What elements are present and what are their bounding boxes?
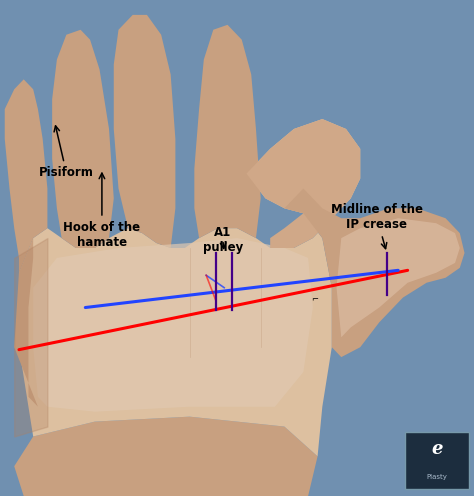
Text: Hook of the
hamate: Hook of the hamate bbox=[64, 173, 140, 248]
Polygon shape bbox=[14, 417, 318, 496]
Text: Plasty: Plasty bbox=[427, 474, 448, 480]
Text: A1
pulley: A1 pulley bbox=[203, 226, 243, 253]
Polygon shape bbox=[114, 15, 175, 248]
Polygon shape bbox=[194, 25, 261, 238]
Text: e: e bbox=[431, 439, 443, 458]
Polygon shape bbox=[52, 30, 114, 248]
Polygon shape bbox=[337, 218, 460, 337]
Text: ⌐: ⌐ bbox=[311, 296, 318, 305]
Polygon shape bbox=[5, 79, 47, 273]
Text: Midline of the
IP crease: Midline of the IP crease bbox=[331, 203, 423, 248]
Polygon shape bbox=[14, 119, 360, 466]
FancyBboxPatch shape bbox=[405, 432, 469, 489]
Polygon shape bbox=[284, 188, 465, 357]
Polygon shape bbox=[33, 238, 313, 412]
Polygon shape bbox=[246, 119, 360, 248]
Text: Pisiform: Pisiform bbox=[39, 126, 94, 179]
Polygon shape bbox=[14, 238, 38, 407]
